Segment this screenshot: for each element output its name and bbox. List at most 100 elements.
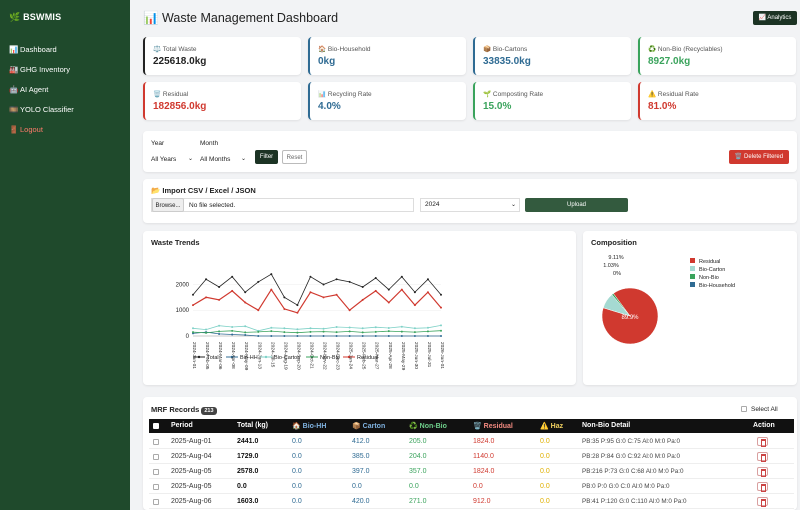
data-point [231,333,234,336]
data-point [426,278,429,281]
cell-nonbio: 205.0 [409,438,427,445]
data-point [348,335,351,337]
data-point [335,335,338,337]
data-point [374,335,377,337]
file-input[interactable]: Browse... No file selected. [151,198,414,212]
cell-nonbio: 271.0 [409,498,427,505]
row-checkbox[interactable] [153,484,159,490]
data-point [374,330,377,333]
delete-row-icon[interactable] [757,437,768,447]
reset-button[interactable]: Reset [282,150,307,164]
data-point [244,325,247,328]
upload-button[interactable]: Upload [525,198,628,212]
filter-button[interactable]: Filter [255,150,278,164]
delete-row-icon[interactable] [757,497,768,507]
data-point [309,335,312,337]
sidebar-item-logout[interactable]: 🚪 Logout [0,120,130,140]
sidebar-item-ghg-inventory[interactable]: 🏭 GHG Inventory [0,60,130,80]
stat-card: 📊 Recycling Rate 4.0% [308,82,466,120]
sidebar-item-dashboard[interactable]: 📊 Dashboard [0,40,130,60]
data-point [270,273,273,276]
data-point [257,330,260,333]
col-residual: 🗑️ Residual [473,423,513,430]
import-year-select[interactable]: 2024 ⌄ [420,198,520,212]
table-row[interactable]: 2025-Aug-06 1603.0 0.0 420.0 271.0 912.0 0.0 PB… [149,494,794,509]
y-tick-label: 2000 [176,282,190,288]
cell-biohh: 0.0 [292,483,302,490]
cell-residual: 1140.0 [473,453,494,460]
delete-filtered-button[interactable]: 🗑️ Delete Filtered [729,150,789,164]
col-carton: 📦 Carton [352,423,386,430]
year-select[interactable]: All Years ⌄ [151,153,193,166]
month-select-value: All Months [200,156,231,163]
series-line-bio-hh [192,331,441,337]
stat-value: 15.0% [483,101,512,112]
dashboard-icon: 📊 [9,45,19,54]
cell-carton: 412.0 [352,438,370,445]
data-point [309,291,312,294]
cell-period: 2025-Aug-06 [171,498,212,505]
browse-button[interactable]: Browse... [152,198,184,212]
data-point [283,296,286,299]
data-point [413,327,416,330]
x-tick-label: 2025-May-29 [400,342,406,371]
data-point [231,275,234,278]
data-point [413,335,416,337]
analytics-button[interactable]: 📈 Analytics [753,11,797,25]
records-title-text: MRF Records [151,405,200,414]
door-icon: 🚪 [9,125,19,134]
sidebar-item-label: Logout [20,125,43,134]
cell-residual: 1824.0 [473,438,495,445]
row-checkbox[interactable] [153,469,159,475]
pie-label: 89.9% [621,315,639,321]
row-checkbox[interactable] [153,499,159,505]
month-select[interactable]: All Months ⌄ [200,153,246,166]
delete-row-icon[interactable] [757,452,768,462]
legend-label: Total [207,355,219,361]
table-row[interactable]: 2025-Aug-05 2578.0 0.0 397.0 357.0 1824.0 0.0 P… [149,464,794,479]
data-point [244,301,247,304]
cell-nonbio: 0.0 [409,483,419,490]
cell-carton: 385.0 [352,453,370,460]
data-point [426,330,429,333]
sidebar-item-label: Dashboard [20,45,57,54]
select-all-checkbox[interactable] [741,406,747,412]
row-checkbox[interactable] [153,454,159,460]
cell-carton: 420.0 [352,498,370,505]
data-point [244,333,247,336]
data-point [348,330,351,333]
chevron-down-icon: ⌄ [510,202,516,208]
col-total: Total (kg) [237,422,268,429]
data-point [400,288,403,291]
data-point [348,326,351,329]
x-tick-label: 2025-Mar-27 [374,342,380,370]
delete-row-icon[interactable] [757,467,768,477]
x-tick-label: 2024-May-09 [243,342,249,371]
data-point [309,330,312,333]
header-checkbox[interactable] [153,423,159,429]
table-row[interactable]: 2025-Aug-01 2441.0 0.0 412.0 205.0 1824.0 0.0 P… [149,434,794,449]
stat-card: ♻️ Non-Bio (Recyclables) 8927.0kg [638,37,796,75]
table-row[interactable]: 2025-Aug-04 1729.0 0.0 385.0 204.0 1140.0 0.0 P… [149,449,794,464]
delete-row-icon[interactable] [757,482,768,492]
x-tick-label: 2025-Apr-28 [387,342,393,369]
table-row[interactable]: 2025-Aug-05 0.0 0.0 0.0 0.0 0.0 0.0 PB:0 P:0 G:… [149,479,794,494]
sidebar-item-label: AI Agent [20,85,49,94]
data-point [192,304,194,307]
select-all-toggle[interactable]: Select All [741,406,778,413]
sidebar-item-ai-agent[interactable]: 🤖 AI Agent [0,80,130,100]
data-point [205,328,208,331]
data-point [387,288,390,291]
sidebar-item-yolo-classifier[interactable]: 🎞️ YOLO Classifier [0,100,130,120]
stat-card: ⚠️ Residual Rate 81.0% [638,82,796,120]
stat-card: 📦 Bio-Cartons 33835.0kg [473,37,631,75]
data-point [296,335,299,337]
data-point [348,309,351,312]
data-point [361,298,364,301]
row-checkbox[interactable] [153,439,159,445]
legend-marker [347,355,351,359]
data-point [244,331,247,334]
data-point [387,330,390,333]
data-point [335,331,338,334]
data-point [361,331,364,334]
